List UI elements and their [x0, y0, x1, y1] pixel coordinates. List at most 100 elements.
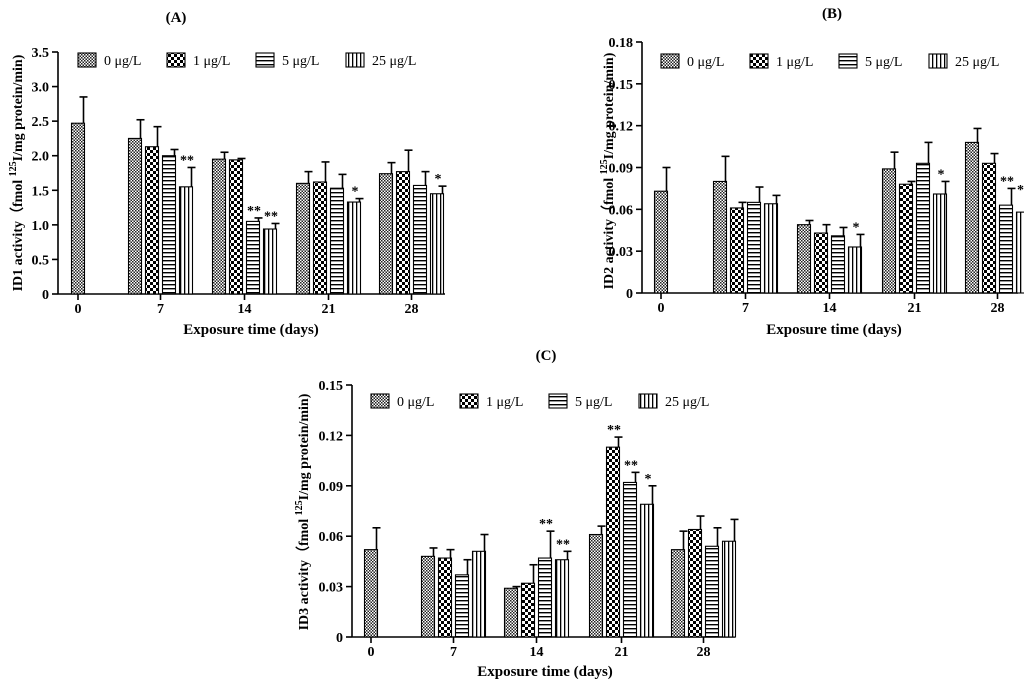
- bar-0ugL-day7: [127, 137, 143, 295]
- bar-1ugL-day21: [898, 183, 914, 294]
- y-axis-title-superscript: 125: [599, 159, 610, 174]
- y-axis-title-unit: I/mg protein/min): [297, 393, 312, 500]
- chart-panel-c: (C)00.030.060.090.120.150 7 14****21*****2…: [294, 348, 739, 680]
- legend-swatch-0: [370, 393, 390, 409]
- bar-1ugL-day28: [687, 528, 703, 638]
- y-tick-label: 0.5: [32, 253, 50, 268]
- y-tick-label: 3.0: [32, 81, 50, 96]
- x-tick-label: 0: [368, 645, 375, 660]
- bar-1ugL-day21: [605, 446, 621, 638]
- legend-label-2: 5 μg/L: [282, 54, 319, 69]
- y-axis-title: ID3 activity（fmol 125I/mg protein/min): [294, 393, 312, 630]
- significance-marker: **: [1017, 183, 1024, 198]
- bar-5ugL-day14: [245, 220, 261, 295]
- y-axis-title-unit: I/mg protein/min): [602, 52, 617, 159]
- significance-marker: **: [556, 537, 570, 552]
- y-axis-title-superscript: 125: [294, 500, 305, 515]
- bar-5ugL-day7: [746, 201, 762, 294]
- y-tick-label: 0.03: [319, 581, 344, 596]
- y-tick-label: 0.12: [609, 120, 634, 135]
- bar-0ugL-day21: [881, 168, 897, 294]
- panel-title: (B): [822, 6, 842, 22]
- legend: 0 μg/L 1 μg/L 5 μg/L 25 μg/L: [660, 53, 999, 70]
- significance-marker: **: [539, 517, 553, 532]
- bar-0ugL-day28: [378, 173, 394, 295]
- bar-1ugL-day21: [312, 181, 328, 295]
- legend-swatch-2: [255, 52, 275, 68]
- legend-swatch-1: [166, 52, 186, 68]
- chart-panel-b: (B) 0 0.03 0.06 0.09 0.12 0.15 0.18 0 7 14 * 21 * 28 **…: [599, 6, 1024, 338]
- bar-1ugL-day14: [228, 159, 244, 295]
- x-tick-label: 7: [157, 302, 164, 317]
- bar-25ugL-day14: [554, 559, 570, 638]
- y-tick-label: 3.5: [32, 46, 50, 61]
- y-axis-title-superscript: 125: [8, 161, 19, 176]
- bar-1ugL-day7: [729, 207, 745, 294]
- panel-title: (A): [166, 10, 187, 26]
- legend-swatch-0: [77, 52, 97, 68]
- bar-1ugL-day28: [395, 171, 411, 295]
- bar-25ugL-day7: [763, 203, 779, 294]
- y-axis-title: ID1 activity（fmol 125I/mg protein/min): [8, 54, 26, 291]
- legend-swatch-0: [660, 53, 680, 69]
- y-axis-title-main: ID1 activity（fmol: [10, 176, 26, 291]
- bar-25ugL-day7: [471, 550, 487, 638]
- x-tick-label: 0: [75, 302, 82, 317]
- y-tick-label: 0.06: [319, 530, 344, 545]
- bar-5ugL-day28: [998, 204, 1014, 294]
- legend-swatch-2: [838, 53, 858, 69]
- bar-25ugL-day28: [429, 193, 445, 295]
- chart-panels: (A)00.51.01.52.02.53.03.50 7**14** **21*28…: [8, 6, 1024, 680]
- legend-swatch-1: [459, 393, 479, 409]
- bar-25ugL-day28: [1015, 211, 1024, 294]
- x-tick-label: 21: [615, 645, 629, 660]
- legend-label-2: 5 μg/L: [865, 55, 902, 70]
- legend-swatch-3: [928, 53, 948, 69]
- x-tick-label: 7: [450, 645, 457, 660]
- bar-5ugL-day28: [412, 184, 428, 295]
- y-tick-label: 0.15: [319, 379, 344, 394]
- bar-5ugL-day21: [915, 162, 931, 294]
- panel-title: (C): [536, 348, 557, 364]
- y-tick-label: 0.09: [319, 480, 344, 495]
- bar-25ugL-day21: [346, 201, 362, 295]
- x-tick-label: 28: [405, 302, 419, 317]
- legend-label-1: 1 μg/L: [776, 55, 813, 70]
- x-axis-title: Exposure time (days): [477, 664, 613, 680]
- y-tick-label: 1.0: [32, 219, 50, 234]
- x-tick-label: 0: [658, 301, 665, 316]
- significance-marker: *: [853, 220, 860, 235]
- bar-5ugL-day14: [537, 557, 553, 638]
- bar-1ugL-day28: [981, 162, 997, 294]
- y-axis-title-main: ID2 activity（fmol: [601, 174, 617, 289]
- significance-marker: *: [435, 172, 442, 187]
- significance-marker: *: [645, 472, 652, 487]
- y-tick-label: 0.15: [609, 78, 634, 93]
- y-tick-label: 0: [42, 288, 49, 303]
- bar-0ugL-day7: [712, 180, 728, 294]
- bar-5ugL-day21: [329, 187, 345, 295]
- legend-label-3: 25 μg/L: [955, 55, 999, 70]
- bar-0ugL-day14: [796, 224, 812, 294]
- x-axis-title: Exposure time (days): [183, 322, 319, 338]
- bar-25ugL-day21: [932, 193, 948, 294]
- y-tick-label: 1.5: [32, 184, 50, 199]
- bar-5ugL-day7: [454, 574, 470, 638]
- legend-swatch-3: [638, 393, 658, 409]
- y-axis-title-main: ID3 activity（fmol: [296, 515, 312, 630]
- bar-25ugL-day14: [262, 228, 278, 295]
- bar-0ugL-day21: [295, 182, 311, 295]
- bar-0ugL-day0: [653, 190, 669, 294]
- bar-0ugL-day0: [70, 122, 86, 295]
- bar-0ugL-day0: [363, 549, 379, 638]
- x-tick-label: 14: [530, 645, 544, 660]
- legend-swatch-2: [548, 393, 568, 409]
- significance-marker: **: [180, 153, 194, 168]
- x-tick-label: 21: [322, 302, 336, 317]
- significance-marker: **: [607, 423, 621, 438]
- legend-swatch-3: [345, 52, 365, 68]
- significance-marker: **: [247, 204, 261, 219]
- legend-label-0: 0 μg/L: [104, 54, 141, 69]
- significance-marker: *: [352, 185, 359, 200]
